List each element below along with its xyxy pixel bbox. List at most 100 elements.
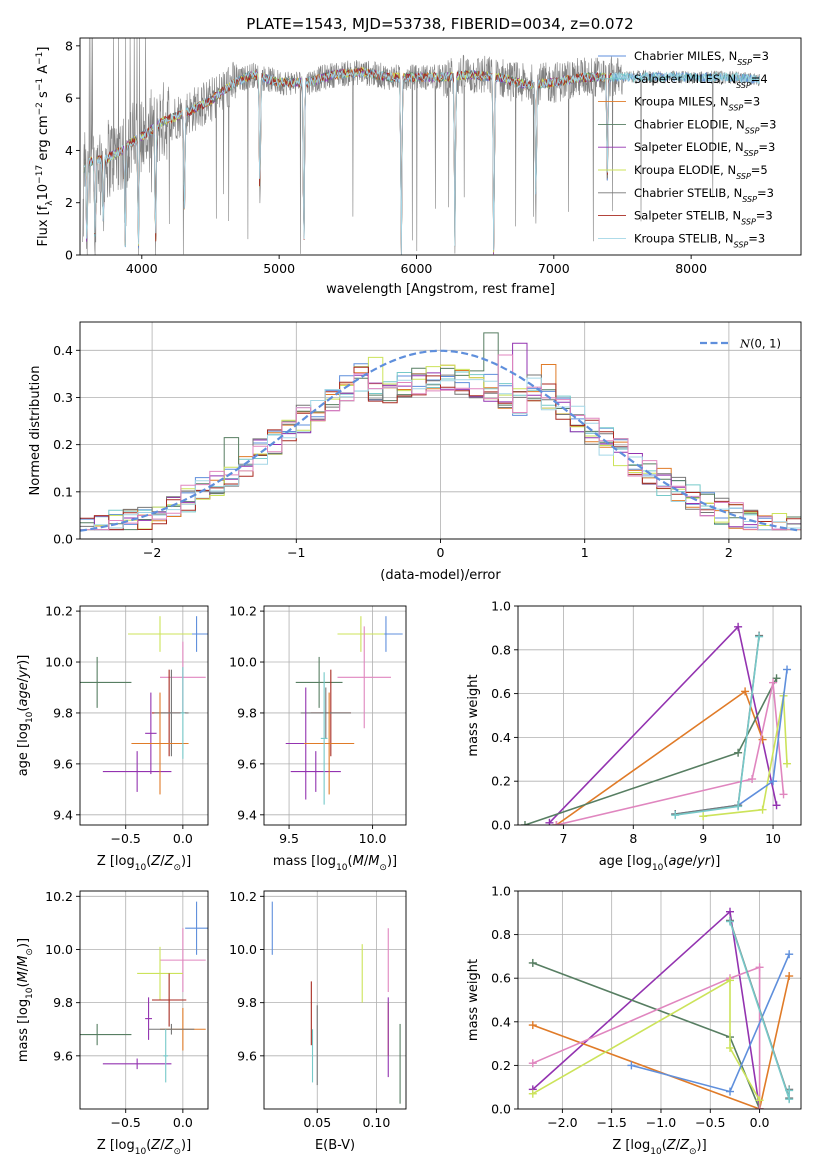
x-tick-label: 0.0 [173, 831, 193, 846]
y-tick-label: 1.0 [491, 599, 511, 614]
y-tick-label: 0.0 [53, 532, 73, 547]
x-tick-label: 9 [699, 831, 707, 846]
model-spectrum [83, 66, 612, 255]
series-marker [734, 748, 743, 757]
plot-area [528, 907, 794, 1109]
y-axis-label: mass weight [466, 959, 481, 1041]
legend-label: N(0, 1) [739, 337, 781, 351]
x-axis-label: E(B-V) [315, 1138, 355, 1153]
x-tick-label: 0.10 [362, 1115, 390, 1130]
series-marker [528, 1059, 537, 1068]
y-tick-label: 9.6 [53, 756, 73, 771]
chart-mass-vs-ebv: 0.05 0.10 9.6 9.8 10.0 10.2 E(B-V) [229, 889, 407, 1153]
y-tick-label: 10.2 [229, 604, 257, 619]
x-tick-label: −1.0 [646, 1115, 676, 1130]
axes-frame [79, 890, 209, 1110]
series-marker [785, 1095, 794, 1104]
model-spectrum [83, 67, 761, 255]
x-tick-label: 4000 [126, 261, 158, 276]
legend-label: Chabrier ELODIE, NSSP=3 [634, 117, 776, 135]
series-marker [748, 775, 757, 784]
legend-label: Kroupa MILES, NSSP=3 [634, 95, 760, 113]
histogram-series [80, 377, 801, 531]
series-marker [699, 812, 708, 821]
grid [80, 606, 208, 825]
axes-frame [263, 890, 407, 1110]
normal-curve [80, 349, 799, 532]
y-tick-label: 0.4 [491, 730, 511, 745]
series-marker [734, 622, 743, 631]
series-marker [772, 801, 781, 810]
y-tick-label: 0.1 [53, 484, 73, 499]
plot-area [520, 622, 792, 825]
x-axis-label: mass [log10(M/M⊙)] [273, 854, 397, 873]
y-tick-label: 0.2 [491, 774, 511, 789]
chart-massweight-vs-age: 7 8 9 10 0.0 0.2 0.4 0.6 0.8 1.0 age [log10(age/yr… [466, 599, 802, 873]
plot-area [80, 901, 208, 1083]
y-tick-label: 0.0 [491, 1102, 511, 1117]
x-tick-label: 8000 [675, 261, 707, 276]
series-marker [528, 958, 537, 967]
legend-label: Salpeter STELIB, NSSP=3 [634, 209, 773, 227]
x-tick-label: 9.5 [279, 831, 299, 846]
errorbar-point [128, 616, 192, 652]
errorbar-point [137, 946, 183, 1000]
series-line [528, 976, 764, 1105]
series-marker [671, 811, 680, 820]
grid [80, 891, 208, 1109]
grid [80, 322, 801, 540]
legend-label: Salpeter ELODIE, NSSP=3 [634, 140, 775, 158]
errorbar-point [290, 751, 341, 792]
x-tick-label: 0.0 [750, 1115, 770, 1130]
series-marker [785, 1086, 794, 1095]
errorbar-point [337, 616, 385, 652]
x-tick-label: 6000 [401, 261, 433, 276]
y-tick-label: 0.4 [53, 343, 73, 358]
x-axis-label: age [log10(age/yr)] [599, 854, 721, 873]
x-axis-label: wavelength [Angstrom, rest frame] [326, 282, 555, 297]
plot-area [271, 901, 401, 1104]
errorbar-point [145, 997, 152, 1040]
errorbar-point [160, 928, 206, 993]
legend-label: Salpeter MILES, NSSP=4 [634, 72, 768, 90]
series-marker [726, 976, 735, 985]
x-axis-label: Z [log10(Z/Z⊙)] [97, 854, 191, 873]
x-tick-label: 10 [765, 831, 781, 846]
histogram-series [80, 354, 801, 531]
series-line [671, 632, 764, 820]
chart-age-vs-Z: −0.5 0.0 9.4 9.6 9.8 10.0 10.2 Z [log10(Z/Z⊙)] a… [16, 604, 209, 873]
errorbar-point [145, 692, 157, 775]
y-tick-label: 0.2 [53, 437, 73, 452]
axes-frame [517, 890, 802, 1110]
x-tick-label: 1 [581, 545, 589, 560]
y-tick-label: 9.8 [237, 995, 257, 1010]
series-marker [755, 632, 764, 641]
axes-frame [79, 37, 802, 256]
y-tick-label: 9.8 [53, 995, 73, 1010]
y-tick-label: 9.4 [237, 807, 257, 822]
series-line [528, 907, 764, 1109]
errorbar-point [131, 692, 189, 795]
chart-spectrum: 4000 5000 6000 7000 8000 0 2 4 6 8 wavelength [Ang… [35, 37, 802, 297]
x-tick-label: 8 [629, 831, 637, 846]
series-line [726, 917, 794, 1104]
panels: 4000 5000 6000 7000 8000 0 2 4 6 8 wavelength [Ang… [16, 37, 802, 1157]
y-tick-label: 9.6 [53, 1048, 73, 1063]
y-tick-label: 10.0 [45, 942, 73, 957]
x-tick-label: 0.05 [303, 1115, 331, 1130]
x-tick-label: −1 [287, 545, 305, 560]
figure-title: PLATE=1543, MJD=53738, FIBERID=0034, z=0… [246, 15, 633, 33]
series-marker [772, 674, 781, 683]
y-tick-label: 6 [65, 91, 73, 106]
y-tick-label: 4 [65, 143, 73, 158]
y-tick-label: 10.2 [45, 604, 73, 619]
grid [264, 891, 406, 1109]
x-tick-label: −0.5 [695, 1115, 725, 1130]
series-marker [627, 1061, 636, 1070]
y-tick-label: 0 [65, 248, 73, 263]
series-marker [783, 759, 792, 768]
grid [518, 890, 801, 1110]
chart-age-vs-mass: 9.5 10.0 9.4 9.6 9.8 10.0 10.2 mass [log10(M/M⊙… [229, 604, 407, 873]
x-tick-label: 10.0 [359, 831, 387, 846]
y-tick-label: 8 [65, 38, 73, 53]
